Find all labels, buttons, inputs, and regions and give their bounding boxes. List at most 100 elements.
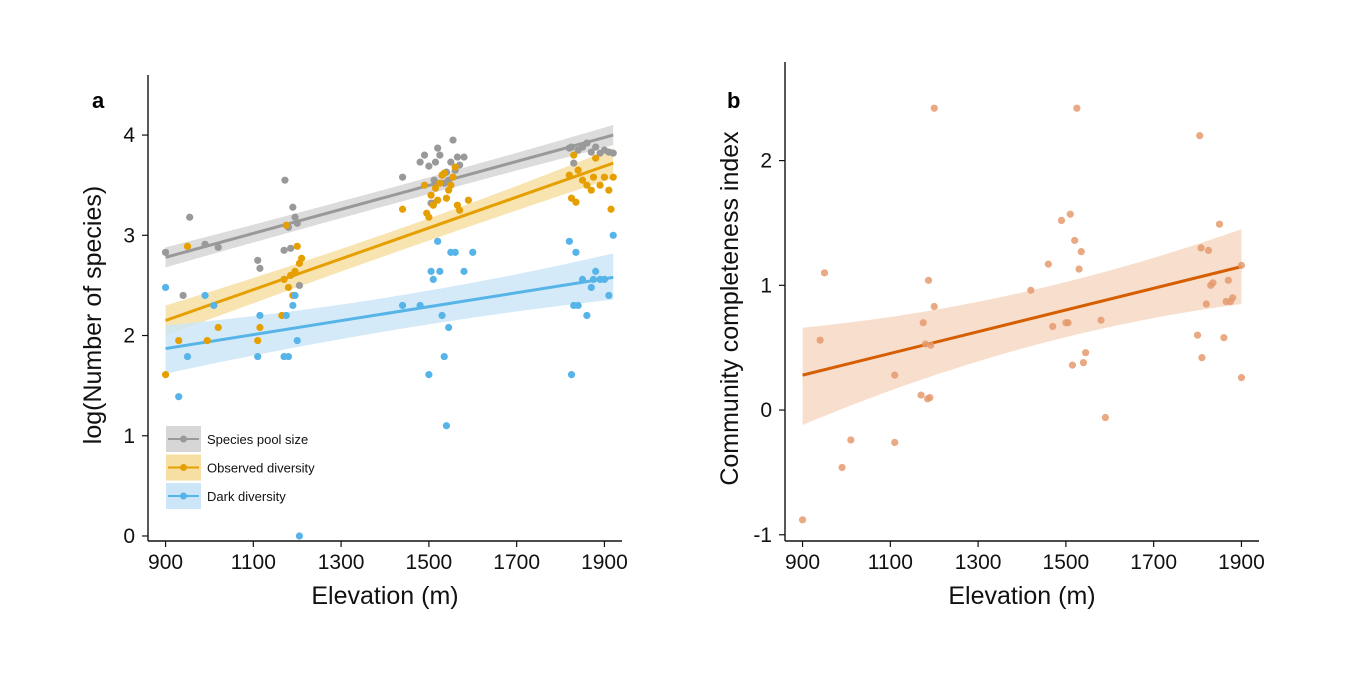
b-community-completeness-index-point [816,336,824,344]
b-y-tick-label: 1 [760,274,772,297]
b-community-completeness-index-point [1198,354,1206,362]
a-observed-diversity-point [291,267,299,275]
a-observed-diversity-point [596,181,604,189]
b-community-completeness-index-point [927,341,935,349]
a-observed-diversity-point [578,176,587,184]
a-x-tick-label: 1700 [493,551,540,574]
a-dark-diversity-point [210,301,218,310]
b-x-tick-label: 1100 [868,551,913,574]
a-y-tick-label: 1 [123,425,135,448]
a-observed-diversity-point [589,173,598,181]
a-species-pool-size-point [291,213,299,221]
a-dark-diversity-point [175,393,183,401]
b-community-completeness-index-fit-line [802,265,1242,377]
a-dark-diversity-point [284,352,293,361]
legend-observed-diversity-label: Observed diversity [207,461,315,476]
a-species-pool-size-point [214,243,222,251]
b-x-tick-label: 1500 [1043,551,1090,574]
a-observed-diversity-point [284,283,293,292]
a-observed-diversity-point [434,196,442,204]
b-community-completeness-index-point [926,393,934,402]
a-species-pool-size-point [425,162,433,170]
b-community-completeness-index-point [1209,279,1217,287]
a-species-pool-size-point [431,158,440,166]
a-dark-diversity-point [574,301,582,310]
a-species-pool-size-point [587,148,595,156]
a-species-pool-size-point [295,281,304,290]
a-observed-diversity-point [427,191,435,199]
a-dark-diversity-point [416,301,424,310]
a-observed-diversity-point [431,184,440,192]
a-observed-diversity-point [183,242,192,250]
a-observed-diversity-point [592,154,600,162]
b-community-completeness-index-point [1202,300,1210,308]
a-observed-diversity-point [398,205,407,213]
b-community-completeness-index-point [838,463,846,472]
b-community-completeness-index-point [847,436,855,444]
a-dark-diversity-point [295,532,304,540]
a-observed-diversity-point [565,171,573,179]
a-observed-diversity-point [254,336,262,345]
a-dark-diversity-point [605,291,613,300]
a-dark-diversity-point [587,283,595,292]
b-community-completeness-index-point [798,516,807,524]
b-community-completeness-index-point [1064,319,1072,327]
a-observed-diversity-point [464,196,472,204]
b-community-completeness-index-point [1101,413,1109,422]
a-y-tick-label: 0 [123,525,135,548]
a-observed-diversity-fit-line [165,161,614,322]
legend-dark-diversity-label: Dark diversity [207,489,286,504]
a-dark-diversity-point [565,237,573,245]
b-community-completeness-index-point [1193,331,1202,339]
a-dark-diversity-point [436,267,444,275]
a-dark-diversity-point [398,301,407,310]
a-observed-diversity-point [282,221,290,229]
b-x-tick-label: 1700 [1130,551,1177,574]
a-dark-diversity-point [289,301,297,310]
a-dark-diversity-point [572,248,580,256]
b-community-completeness-index-point [1196,132,1204,140]
a-observed-diversity-point [442,194,451,202]
a-observed-diversity-point [161,371,170,379]
b-community-completeness-index-point [1237,261,1246,269]
b-community-completeness-index-point [1082,349,1090,357]
a-x-tick-label: 1100 [231,551,276,574]
a-dark-diversity-point [425,371,433,379]
b-community-completeness-index-point [1073,104,1081,112]
b-community-completeness-index-point [1215,220,1224,228]
a-species-pool-size-point [287,244,295,252]
b-community-completeness-index-point [1229,294,1237,302]
b-community-completeness-index-point [1220,334,1228,342]
b-community-completeness-index-point [1057,216,1066,225]
a-dark-diversity-point [567,371,576,379]
b-community-completeness-index-point [1097,316,1105,324]
a-observed-diversity-point [572,198,580,206]
a-species-pool-size-point [453,153,462,161]
b-y-tick-label: 2 [760,150,772,173]
a-dark-diversity-point [293,336,301,345]
b-community-completeness-index-point [1049,322,1057,331]
a-dark-diversity-point [161,283,170,292]
a-dark-diversity-point [291,291,299,300]
a-dark-diversity-point [589,275,598,283]
a-dark-diversity-point [440,352,448,361]
b-community-completeness-index-point [1079,359,1088,367]
b-community-completeness-index-point [1044,260,1052,268]
a-observed-diversity-point [449,173,457,181]
a-species-pool-size-point [289,203,297,211]
a-observed-diversity-point [298,254,306,262]
b-community-completeness-index-point [891,438,899,447]
a-dark-diversity-point [451,248,459,256]
a-species-pool-size-point [609,149,617,157]
a-dark-diversity-point [583,311,591,320]
panel-a-y-axis-label: log(Number of species) [79,186,107,444]
a-species-pool-size-point [179,291,187,300]
a-species-pool-size-point [293,219,301,227]
a-species-pool-size-point [567,143,576,151]
a-species-pool-size-point [447,158,455,166]
b-community-completeness-index-point [1224,276,1232,284]
b-community-completeness-index-point [1027,286,1035,294]
a-dark-diversity-point [254,352,262,361]
legend-species-pool-size-marker [180,435,187,443]
b-community-completeness-index-point [820,269,829,277]
